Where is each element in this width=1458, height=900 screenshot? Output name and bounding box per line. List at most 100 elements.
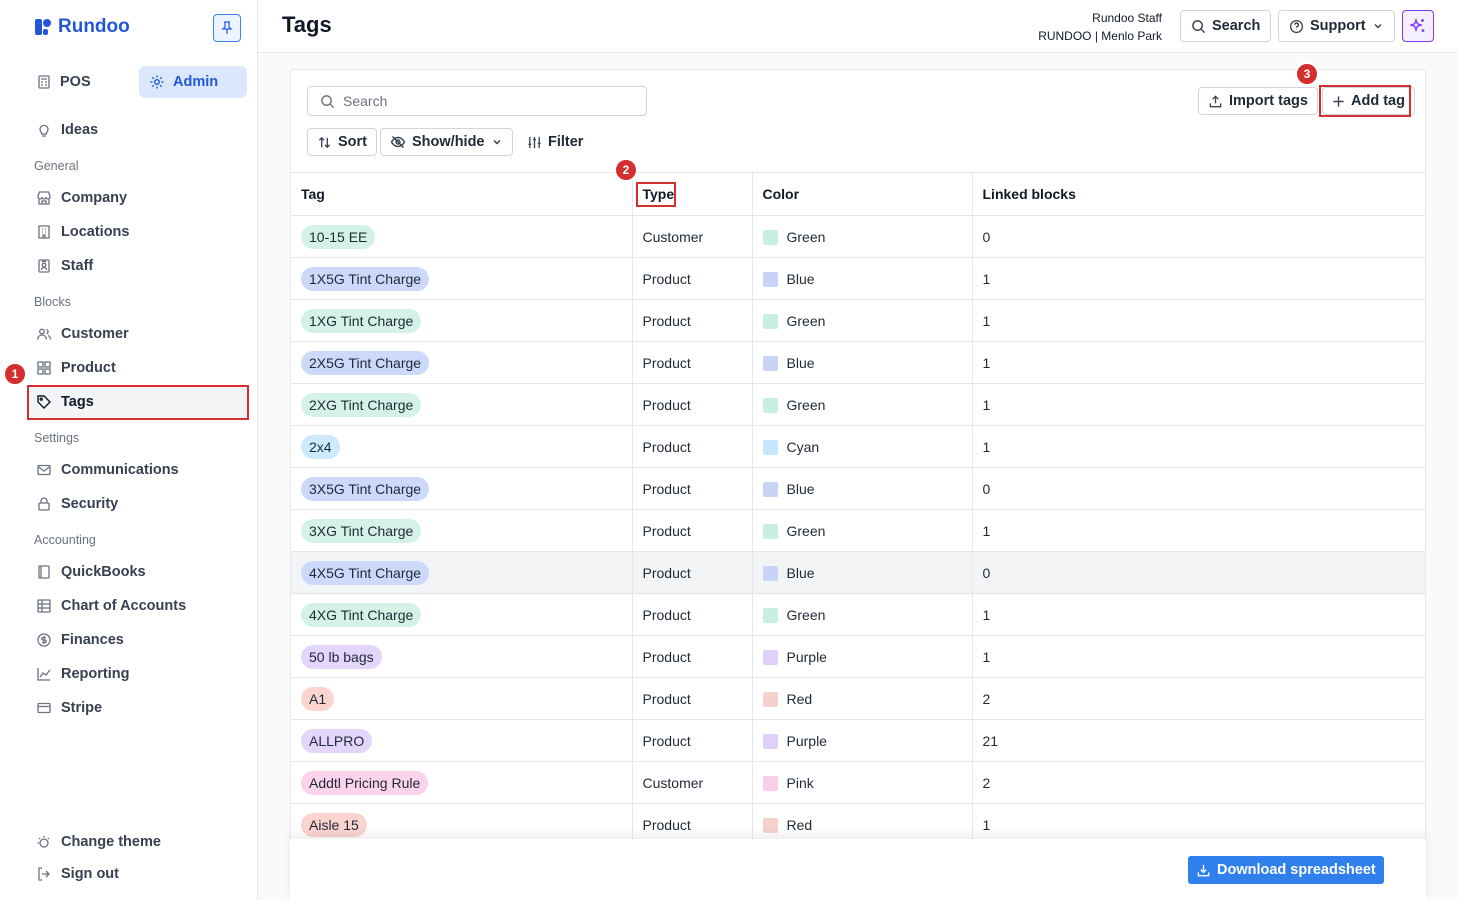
column-header-linked-blocks[interactable]: Linked blocks	[971, 172, 1425, 216]
linked-blocks-cell: 1	[971, 299, 1425, 342]
sidebar-item-chart-of-accounts[interactable]: Chart of Accounts	[28, 590, 248, 622]
tag-pill[interactable]: 10-15 EE	[301, 224, 376, 249]
sidebar-item-label: Tags	[61, 394, 94, 410]
brand-logo[interactable]: Rundoo	[34, 16, 130, 38]
admin-mode-button[interactable]: Admin	[139, 66, 247, 98]
line-chart-icon	[37, 668, 51, 681]
table-row[interactable]: 3X5G Tint Charge Product Blue 0	[291, 467, 1425, 510]
table-row[interactable]: 2XG Tint Charge Product Green 1	[291, 383, 1425, 426]
linked-blocks-cell: 21	[971, 719, 1425, 762]
tag-pill[interactable]: 4X5G Tint Charge	[301, 560, 430, 585]
color-cell: Green	[751, 593, 972, 636]
sign-out-button[interactable]: Sign out	[28, 858, 248, 890]
table-row[interactable]: 1X5G Tint Charge Product Blue 1	[291, 257, 1425, 300]
sidebar-item-tags[interactable]: Tags	[28, 386, 248, 418]
linked-blocks-cell: 2	[971, 677, 1425, 720]
sidebar-item-customer[interactable]: Customer	[28, 318, 248, 350]
table-row[interactable]: 3XG Tint Charge Product Green 1	[291, 509, 1425, 552]
tag-pill[interactable]: A1	[301, 686, 335, 711]
sidebar-item-reporting[interactable]: Reporting	[28, 658, 248, 690]
tag-pill[interactable]: Aisle 15	[301, 812, 367, 837]
type-cell: Customer	[631, 215, 752, 258]
help-circle-icon	[1289, 19, 1304, 33]
add-tag-button[interactable]: Add tag	[1322, 87, 1415, 115]
table-row[interactable]: 10-15 EE Customer Green 0	[291, 215, 1425, 258]
tag-pill[interactable]: 50 lb bags	[301, 644, 382, 669]
color-cell: Blue	[751, 551, 972, 594]
color-name: Purple	[786, 732, 827, 749]
tag-pill[interactable]: 2X5G Tint Charge	[301, 350, 430, 375]
color-name: Blue	[786, 354, 815, 371]
color-swatch	[762, 397, 778, 413]
user-location: RUNDOO | Menlo Park	[1038, 29, 1162, 43]
color-name: Green	[786, 312, 826, 329]
sidebar-item-quickbooks[interactable]: QuickBooks	[28, 556, 248, 588]
global-search-button[interactable]: Search	[1180, 10, 1272, 42]
tag-cell: 10-15 EE	[291, 215, 632, 258]
color-cell: Green	[751, 509, 972, 552]
color-swatch	[762, 691, 778, 707]
section-settings: Settings	[34, 431, 80, 445]
tag-search-input[interactable]: Search	[307, 86, 647, 116]
highlight-tags-nav	[27, 385, 249, 420]
tag-pill[interactable]: 2x4	[301, 434, 340, 459]
show-hide-dropdown[interactable]: Show/hide	[380, 128, 513, 156]
sidebar-item-ideas[interactable]: Ideas	[28, 114, 248, 146]
color-cell: Blue	[751, 341, 972, 384]
sidebar-item-staff[interactable]: Staff	[28, 250, 248, 282]
type-cell: Customer	[631, 761, 752, 804]
table-row[interactable]: 2X5G Tint Charge Product Blue 1	[291, 341, 1425, 384]
tag-pill[interactable]: 1XG Tint Charge	[301, 308, 422, 333]
table-row[interactable]: 4X5G Tint Charge Product Blue 0	[291, 551, 1425, 594]
change-theme-button[interactable]: Change theme	[28, 826, 248, 858]
add-tag-label: Add tag	[1351, 93, 1405, 109]
tag-pill[interactable]: 2XG Tint Charge	[301, 392, 422, 417]
sidebar: Rundoo POS Admin Ideas General Company L…	[0, 0, 258, 900]
table-row[interactable]: 50 lb bags Product Purple 1	[291, 635, 1425, 678]
table-row[interactable]: 1XG Tint Charge Product Green 1	[291, 299, 1425, 342]
tag-pill[interactable]: 1X5G Tint Charge	[301, 266, 430, 291]
filter-button[interactable]: Filter	[517, 128, 594, 156]
change-theme-label: Change theme	[61, 834, 161, 850]
table-row[interactable]: Aisle 15 Product Red 1	[291, 803, 1425, 846]
tag-pill[interactable]: Addtl Pricing Rule	[301, 770, 429, 795]
show-hide-label: Show/hide	[412, 134, 485, 150]
sidebar-item-product[interactable]: Product	[28, 352, 248, 384]
import-tags-button[interactable]: Import tags	[1198, 87, 1318, 115]
column-header-tag[interactable]: Tag	[291, 172, 632, 216]
download-label: Download spreadsheet	[1217, 862, 1376, 878]
sidebar-item-finances[interactable]: Finances	[28, 624, 248, 656]
table-row[interactable]: 2x4 Product Cyan 1	[291, 425, 1425, 468]
sidebar-item-security[interactable]: Security	[28, 488, 248, 520]
user-name: Rundoo Staff	[1092, 11, 1162, 25]
type-cell: Product	[631, 635, 752, 678]
ai-assistant-button[interactable]	[1402, 10, 1434, 42]
color-cell: Purple	[751, 635, 972, 678]
sidebar-item-stripe[interactable]: Stripe	[28, 692, 248, 724]
tag-cell: 3X5G Tint Charge	[291, 467, 632, 510]
table-row[interactable]: 4XG Tint Charge Product Green 1	[291, 593, 1425, 636]
support-dropdown[interactable]: Support	[1278, 10, 1395, 42]
import-tags-label: Import tags	[1229, 93, 1308, 109]
pin-sidebar-button[interactable]	[213, 14, 241, 42]
table-row[interactable]: A1 Product Red 2	[291, 677, 1425, 720]
type-cell: Product	[631, 299, 752, 342]
column-header-type[interactable]: Type	[631, 172, 752, 216]
tag-pill[interactable]: ALLPRO	[301, 728, 373, 753]
download-spreadsheet-button[interactable]: Download spreadsheet	[1188, 856, 1384, 884]
sidebar-item-communications[interactable]: Communications	[28, 454, 248, 486]
sidebar-item-locations[interactable]: Locations	[28, 216, 248, 248]
sidebar-item-company[interactable]: Company	[28, 182, 248, 214]
pos-mode-button[interactable]: POS	[26, 66, 131, 98]
sidebar-item-label: Stripe	[61, 700, 103, 716]
column-header-color[interactable]: Color	[751, 172, 972, 216]
lock-icon	[38, 497, 50, 511]
table-row[interactable]: Addtl Pricing Rule Customer Pink 2	[291, 761, 1425, 804]
user-info[interactable]: Rundoo Staff RUNDOO | Menlo Park	[1038, 9, 1162, 45]
sort-button[interactable]: Sort	[307, 128, 377, 156]
linked-blocks-cell: 0	[971, 551, 1425, 594]
tag-pill[interactable]: 3XG Tint Charge	[301, 518, 422, 543]
table-row[interactable]: ALLPRO Product Purple 21	[291, 719, 1425, 762]
tag-pill[interactable]: 4XG Tint Charge	[301, 602, 422, 627]
tag-pill[interactable]: 3X5G Tint Charge	[301, 476, 430, 501]
